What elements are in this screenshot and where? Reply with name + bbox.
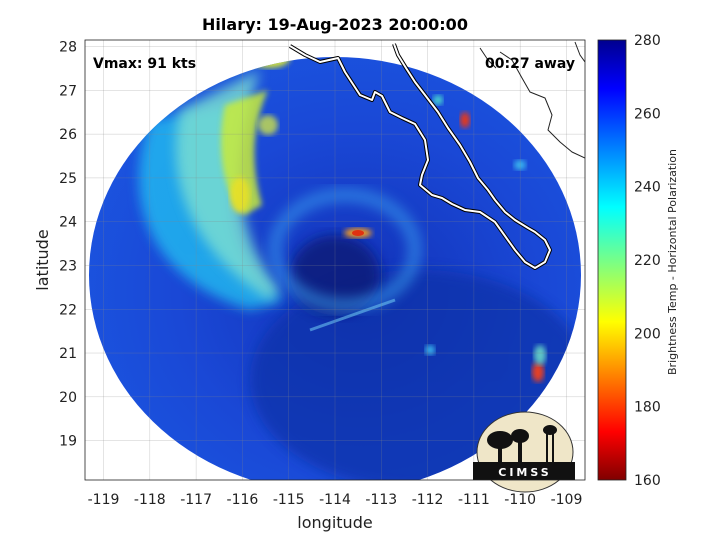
satellite-dish-icon [487,429,529,462]
vmax-label: Vmax: 91 kts [93,56,196,72]
cimss-logo: CIMSS [473,411,575,493]
colorbar-label: Brightness Temp - Horizontal Polarizatio… [666,149,679,375]
x-tick-label: -112 [412,492,444,508]
axes-frame [84,39,586,481]
y-tick-label: 25 [59,171,77,187]
water-tower-icon [543,425,557,462]
y-tick-label: 28 [59,40,77,56]
y-tick-label: 23 [59,258,77,274]
y-tick-label: 24 [59,215,77,231]
colorbar-tick-label: 200 [634,326,661,342]
y-tick-label: 21 [59,346,77,362]
colorbar-tick-label: 160 [634,473,661,489]
x-tick-label: -114 [319,492,351,508]
chart-title: Hilary: 19-Aug-2023 20:00:00 [202,15,468,34]
colorbar-scale [597,39,627,481]
x-tick-labels: -119 -118 -117 -116 -115 -114 -113 -112 -111 -110… [88,492,583,508]
y-tick-label: 19 [59,434,77,450]
grid-lines [85,40,585,480]
x-tick-label: -118 [134,492,166,508]
x-tick-label: -110 [504,492,536,508]
x-tick-label: -116 [227,492,259,508]
brightness-temp-swath [89,57,581,480]
x-tick-label: -111 [458,492,490,508]
colorbar: 280 260 240 220 200 180 160 Brightness Temp - … [597,33,679,489]
x-tick-label: -115 [273,492,305,508]
colorbar-tick-label: 280 [634,33,661,49]
x-tick-label: -109 [551,492,583,508]
logo-text: CIMSS [498,466,551,479]
x-tick-label: -117 [180,492,212,508]
y-tick-label: 26 [59,127,77,143]
y-tick-label: 20 [59,390,77,406]
colorbar-tick-labels: 280 260 240 220 200 180 160 [634,33,661,489]
time-away-label: 00:27 away [485,56,575,72]
y-tick-label: 27 [59,83,77,99]
x-tick-label: -113 [365,492,397,508]
colorbar-tick-label: 260 [634,106,661,122]
y-tick-labels: 28 27 26 25 24 23 22 21 20 19 [59,40,77,450]
map-axes: CIMSS Vmax: 91 kts 00:27 away [84,39,586,493]
x-axis-label: longitude [297,513,372,532]
colorbar-tick-label: 180 [634,400,661,416]
coastline [288,41,585,270]
x-tick-label: -119 [88,492,120,508]
colorbar-tick-label: 220 [634,253,661,269]
colorbar-tick-label: 240 [634,180,661,196]
y-tick-label: 22 [59,302,77,318]
y-axis-label: latitude [33,229,52,290]
